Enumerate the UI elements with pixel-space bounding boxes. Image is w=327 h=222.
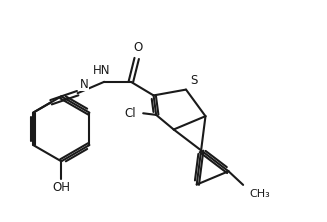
Text: Cl: Cl xyxy=(124,107,136,120)
Text: O: O xyxy=(134,41,143,54)
Text: S: S xyxy=(190,74,197,87)
Text: CH₃: CH₃ xyxy=(249,189,270,199)
Text: N: N xyxy=(80,77,89,91)
Text: OH: OH xyxy=(52,181,70,194)
Text: HN: HN xyxy=(93,64,111,77)
